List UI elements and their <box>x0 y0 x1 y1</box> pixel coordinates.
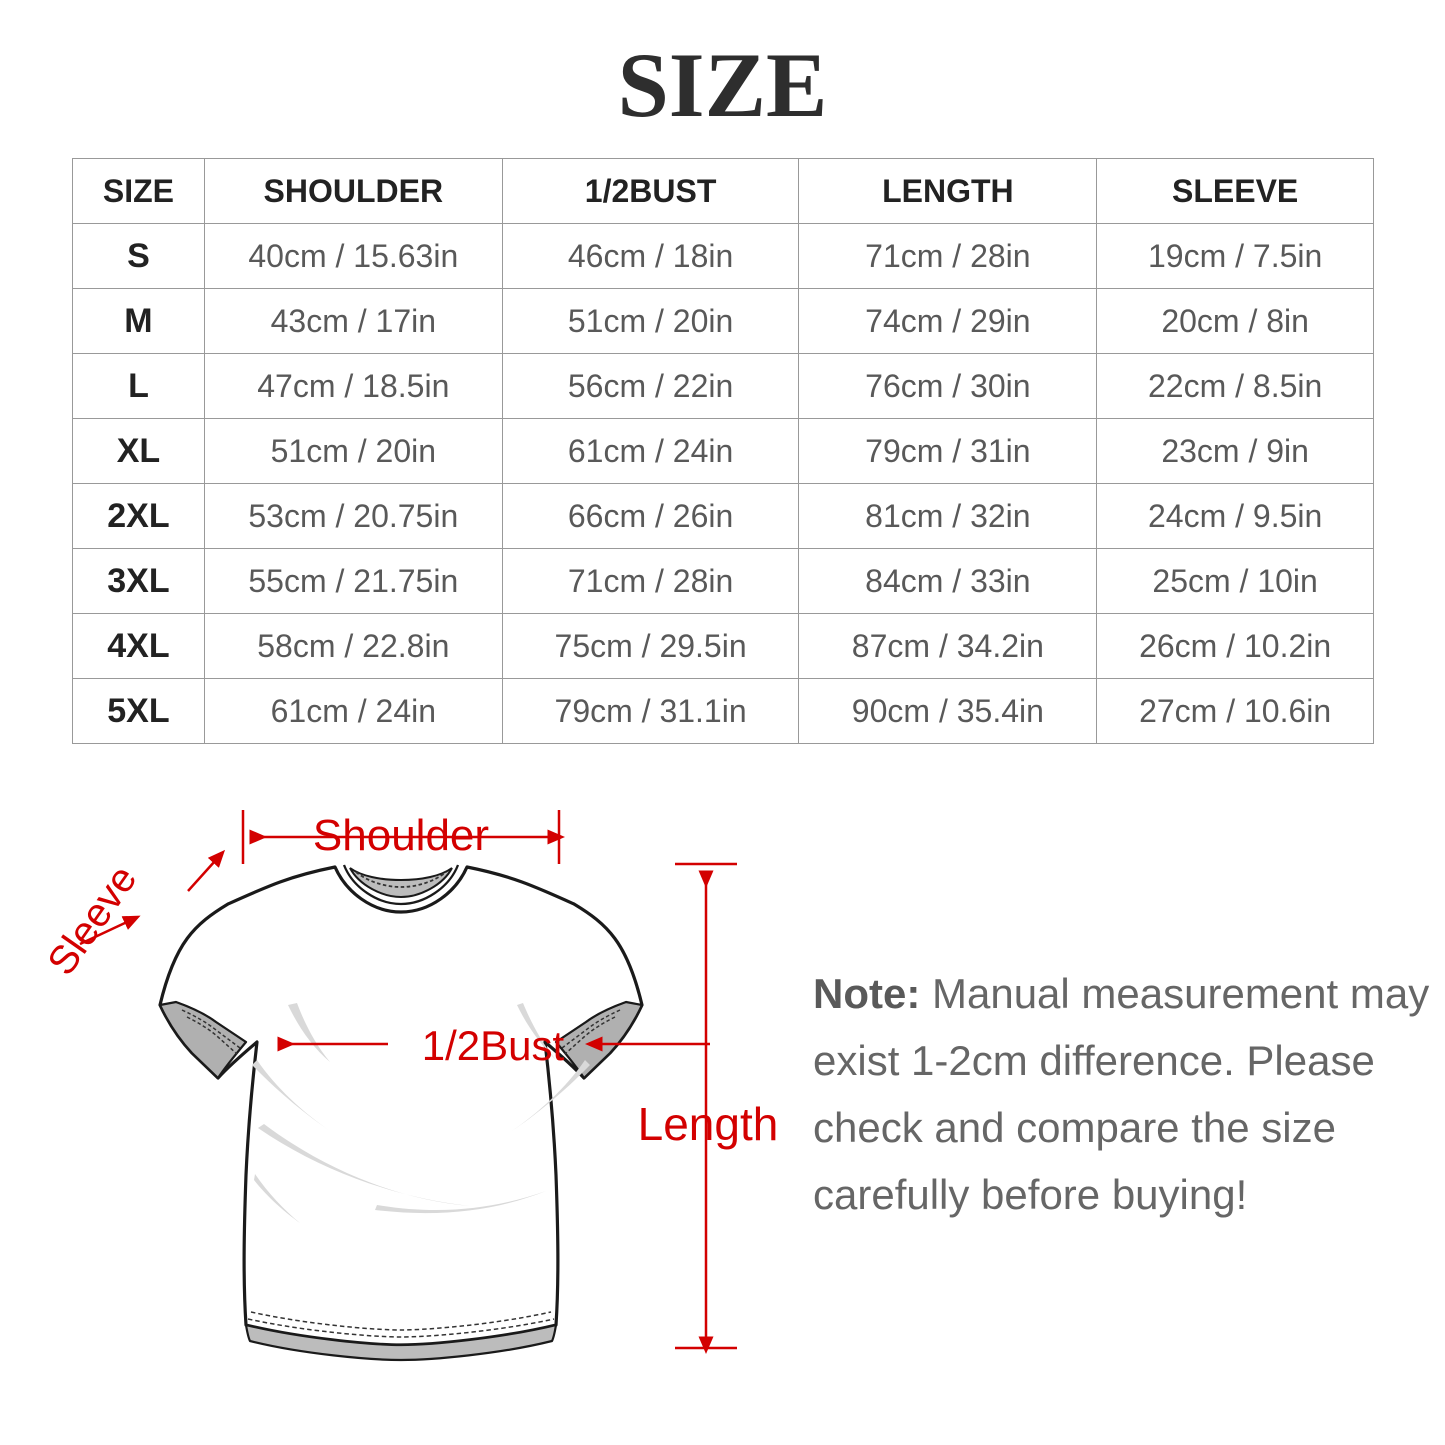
svg-text:Sleeve: Sleeve <box>39 858 145 983</box>
svg-text:Length: Length <box>638 1098 779 1150</box>
svg-text:Shoulder: Shoulder <box>313 811 489 860</box>
svg-text:1/2Bust: 1/2Bust <box>422 1022 565 1069</box>
